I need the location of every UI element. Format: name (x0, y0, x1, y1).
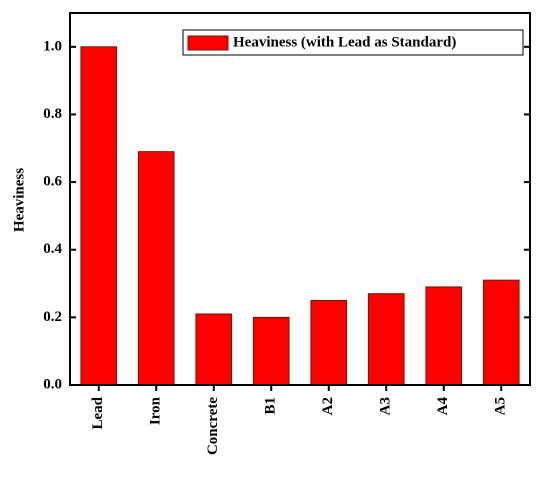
x-tick-label: Concrete (205, 397, 221, 455)
bar (425, 286, 463, 386)
x-tick-label: Iron (148, 396, 164, 425)
y-tick-label: 0.8 (43, 106, 62, 122)
x-tick-label: A2 (320, 397, 336, 415)
bar (367, 293, 405, 386)
legend-box (182, 29, 524, 56)
bar (195, 313, 233, 386)
x-tick-label: A3 (378, 397, 394, 415)
y-tick-label: 1.0 (43, 38, 62, 54)
x-tick-label: A4 (435, 397, 451, 416)
y-tick-label: 0.2 (43, 309, 62, 325)
bar (482, 279, 520, 386)
plot-frame (69, 12, 531, 386)
x-tick-label: Lead (90, 396, 106, 429)
legend-label: Heaviness (with Lead as Standard) (233, 34, 456, 50)
x-tick-label: A5 (493, 397, 509, 415)
y-tick-label: 0.0 (43, 376, 62, 392)
y-axis-label: Heaviness (11, 168, 27, 232)
y-tick-label: 0.6 (43, 174, 62, 190)
y-tick-label: 0.4 (43, 241, 62, 257)
bar (252, 316, 290, 386)
bar (310, 299, 348, 386)
bar (137, 151, 175, 386)
legend-swatch (187, 35, 229, 51)
x-tick-label: B1 (263, 397, 279, 415)
bar (80, 46, 118, 386)
